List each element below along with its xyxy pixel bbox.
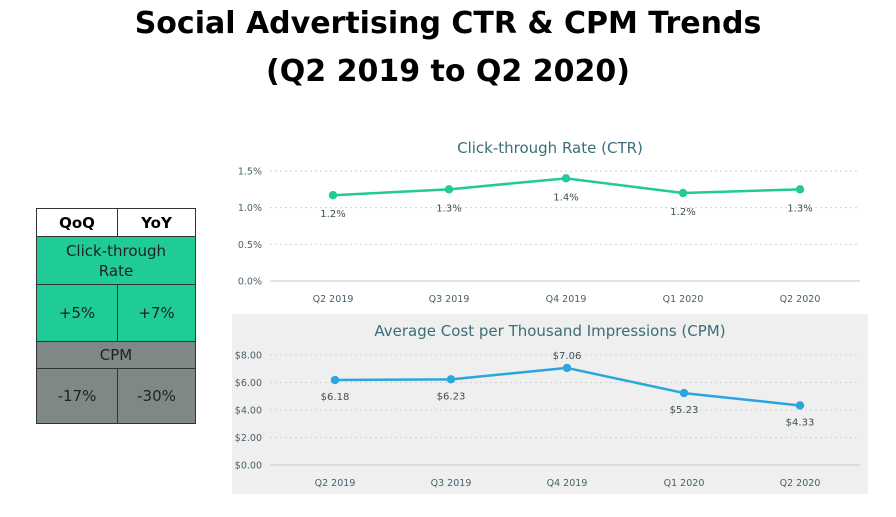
cpm-data-point <box>562 363 572 373</box>
ctr-data-label: 1.3% <box>787 203 812 214</box>
cpm-y-tick-label: $6.00 <box>235 378 262 389</box>
ctr-x-tick-label: Q4 2019 <box>546 294 587 305</box>
ctr-y-tick-label: 1.5% <box>238 167 262 178</box>
cpm-data-point <box>330 375 340 385</box>
cpm-data-label: $7.06 <box>553 351 582 362</box>
ctr-data-point <box>561 174 571 183</box>
cpm-x-tick-label: Q1 2020 <box>664 478 705 489</box>
cpm-chart-background <box>232 314 868 494</box>
cpm-data-point <box>679 388 689 398</box>
cpm-data-label: $6.18 <box>321 392 350 403</box>
ctr-section-label: Click-through Rate <box>37 236 195 284</box>
ctr-data-label: 1.2% <box>320 209 345 220</box>
cpm-chart-title: Average Cost per Thousand Impressions (C… <box>374 322 725 340</box>
ctr-data-point <box>444 185 454 194</box>
ctr-x-tick-label: Q3 2019 <box>429 294 470 305</box>
cpm-data-label: $5.23 <box>670 405 699 416</box>
ctr-data-point <box>328 191 338 200</box>
cpm-data-label: $4.33 <box>786 417 815 428</box>
page-title-line-1: Social Advertising CTR & CPM Trends <box>134 6 762 41</box>
ctr-data-point <box>795 185 805 194</box>
cpm-qoq-value: -17% <box>37 368 117 423</box>
ctr-qoq-value: +5% <box>37 284 117 341</box>
header-yoy: YoY <box>117 209 195 236</box>
cpm-data-point <box>795 401 805 410</box>
cpm-x-tick-label: Q2 2019 <box>315 478 356 489</box>
ctr-y-tick-label: 0.5% <box>238 240 262 251</box>
cpm-x-tick-label: Q3 2019 <box>431 478 472 489</box>
cpm-y-tick-label: $8.00 <box>235 351 262 362</box>
header-qoq: QoQ <box>37 209 117 236</box>
ctr-data-label: 1.4% <box>553 192 578 203</box>
ctr-data-point <box>678 188 688 198</box>
cpm-chart: Average Cost per Thousand Impressions (C… <box>235 322 860 489</box>
cpm-y-tick-label: $2.00 <box>235 433 262 444</box>
cpm-x-tick-label: Q2 2020 <box>780 478 821 489</box>
page-title-line-2: (Q2 2019 to Q2 2020) <box>266 54 630 89</box>
ctr-y-tick-label: 1.0% <box>238 203 262 214</box>
cpm-series-line <box>334 366 801 407</box>
ctr-data-label: 1.3% <box>436 203 461 214</box>
ctr-x-tick-label: Q1 2020 <box>663 294 704 305</box>
ctr-y-tick-label: 0.0% <box>238 277 262 288</box>
ctr-x-tick-label: Q2 2020 <box>780 294 821 305</box>
cpm-data-point <box>446 375 456 384</box>
summary-table: QoQ YoY Click-through Rate +5% +7% CPM -… <box>36 208 196 424</box>
cpm-x-tick-label: Q4 2019 <box>547 478 588 489</box>
cpm-section-label: CPM <box>37 341 195 368</box>
cpm-y-tick-label: $4.00 <box>235 406 262 417</box>
cpm-yoy-value: -30% <box>117 368 195 423</box>
ctr-chart-title: Click-through Rate (CTR) <box>457 139 643 157</box>
cpm-y-tick-label: $0.00 <box>235 461 262 472</box>
ctr-x-tick-label: Q2 2019 <box>313 294 354 305</box>
ctr-data-label: 1.2% <box>670 207 695 218</box>
ctr-chart: Click-through Rate (CTR) 0.0% 0.5% 1.0% 1.5… <box>238 139 860 305</box>
ctr-yoy-value: +7% <box>117 284 195 341</box>
cpm-data-label: $6.23 <box>437 391 466 402</box>
